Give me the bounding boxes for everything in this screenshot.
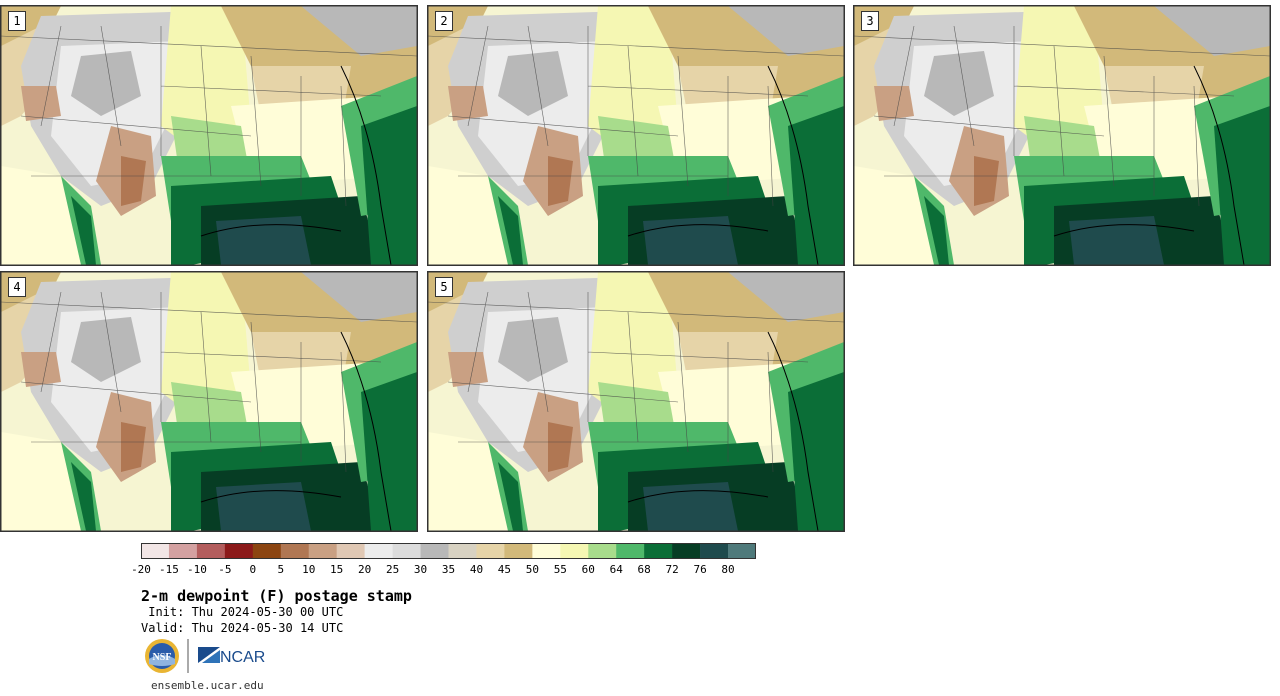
product-title: 2-m dewpoint (F) postage stamp bbox=[141, 587, 412, 605]
nsf-logo[interactable]: NSF bbox=[145, 639, 179, 673]
dewpoint-map bbox=[428, 6, 844, 265]
colorbar-swatch bbox=[532, 543, 561, 559]
colorbar-tick-labels: -20 -15 -10 -5 0 5 10 15 20 25 30 35 40 45 50 55 60 64 68 7… bbox=[131, 563, 781, 577]
colorbar-swatch bbox=[476, 543, 505, 559]
colorbar-swatch bbox=[336, 543, 365, 559]
colorbar-swatch bbox=[448, 543, 477, 559]
init-time: Init: Thu 2024-05-30 00 UTC bbox=[141, 605, 344, 619]
site-url[interactable]: ensemble.ucar.edu bbox=[151, 679, 264, 692]
colorbar-tick-label: 76 bbox=[693, 563, 707, 576]
colorbar-swatch bbox=[392, 543, 421, 559]
colorbar-tick-label: -20 bbox=[131, 563, 151, 576]
colorbar-swatch bbox=[364, 543, 393, 559]
colorbar-swatch bbox=[420, 543, 449, 559]
colorbar-swatch bbox=[504, 543, 533, 559]
colorbar-tick-label: 30 bbox=[413, 563, 428, 576]
colorbar-tick-label: 10 bbox=[302, 563, 316, 576]
colorbar-swatch bbox=[560, 543, 589, 559]
colorbar-swatch bbox=[308, 543, 337, 559]
dewpoint-map bbox=[854, 6, 1270, 265]
dewpoint-map bbox=[1, 272, 417, 531]
colorbar-tick-label: 0 bbox=[249, 563, 257, 576]
colorbar-swatch bbox=[141, 543, 170, 559]
colorbar-swatch bbox=[280, 543, 310, 559]
colorbar-tick-label: 15 bbox=[330, 563, 344, 576]
stamp-panel-5[interactable]: 5 bbox=[427, 271, 845, 532]
dewpoint-map bbox=[1, 6, 417, 265]
stamp-number: 1 bbox=[8, 11, 26, 31]
ncar-logo[interactable]: NCAR bbox=[198, 647, 265, 666]
valid-time: Valid: Thu 2024-05-30 14 UTC bbox=[141, 621, 344, 635]
colorbar-swatch bbox=[168, 543, 198, 559]
colorbar-tick-label: -5 bbox=[218, 563, 232, 576]
colorbar-tick-label: 40 bbox=[469, 563, 484, 576]
colorbar-tick-label: 5 bbox=[277, 563, 285, 576]
colorbar-swatch bbox=[644, 543, 673, 559]
colorbar-swatch bbox=[252, 543, 282, 559]
colorbar-tick-label: -15 bbox=[159, 563, 179, 576]
colorbar-swatch bbox=[616, 543, 645, 559]
stamp-panel-1[interactable]: 1 bbox=[0, 5, 418, 266]
stamp-number: 3 bbox=[861, 11, 879, 31]
colorbar-tick-label: 20 bbox=[358, 563, 372, 576]
colorbar-tick-label: -10 bbox=[186, 563, 207, 576]
colorbar-swatch bbox=[700, 543, 729, 559]
dewpoint-map bbox=[428, 272, 844, 531]
colorbar-tick-label: 68 bbox=[637, 563, 651, 576]
logos: NSF NCAR bbox=[145, 639, 265, 673]
colorbar-swatch bbox=[728, 543, 756, 559]
colorbar-tick-label: 64 bbox=[609, 563, 623, 576]
colorbar-tick-label: 35 bbox=[441, 563, 456, 576]
stamp-panel-3[interactable]: 3 bbox=[853, 5, 1271, 266]
stamp-number: 5 bbox=[435, 277, 453, 297]
colorbar-tick-label: 45 bbox=[497, 563, 512, 576]
colorbar-swatch bbox=[672, 543, 701, 559]
stamp-number: 4 bbox=[8, 277, 26, 297]
stamp-panel-4[interactable]: 4 bbox=[0, 271, 418, 532]
colorbar-swatch bbox=[588, 543, 617, 559]
colorbar-tick-label: 80 bbox=[721, 563, 735, 576]
colorbar-tick-label: 60 bbox=[581, 563, 595, 576]
colorbar-tick-label: 55 bbox=[553, 563, 567, 576]
svg-text:NSF: NSF bbox=[153, 652, 172, 663]
colorbar bbox=[141, 543, 756, 559]
stamp-number: 2 bbox=[435, 11, 453, 31]
colorbar-tick-label: 72 bbox=[665, 563, 679, 576]
stamp-panel-2[interactable]: 2 bbox=[427, 5, 845, 266]
colorbar-tick-label: 25 bbox=[385, 563, 400, 576]
colorbar-swatch bbox=[196, 543, 226, 559]
colorbar-tick-label: 50 bbox=[525, 563, 539, 576]
svg-text:NCAR: NCAR bbox=[220, 649, 265, 666]
colorbar-swatch bbox=[224, 543, 254, 559]
